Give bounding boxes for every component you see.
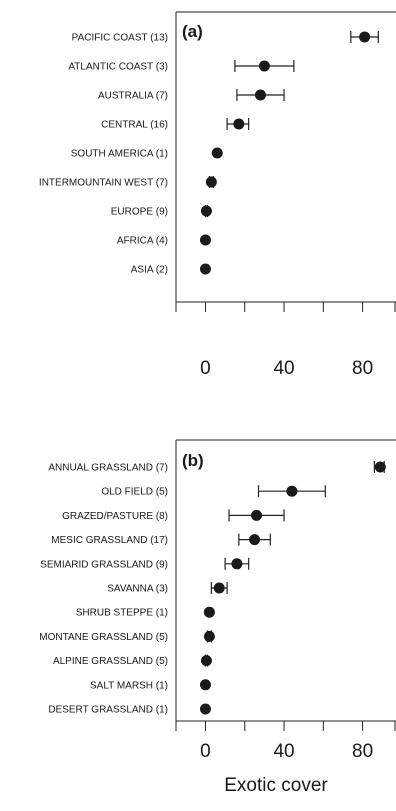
panel-a-data-point xyxy=(200,205,212,217)
panel-a-category-label: EUROPE (9) xyxy=(111,207,168,218)
panel-a-data-point xyxy=(211,147,223,159)
panel-a-category-label: AUSTRALIA (7) xyxy=(98,91,168,102)
panel-b-tick-label: 80 xyxy=(352,741,373,762)
panel-b-data-point xyxy=(251,509,263,521)
panel-a-category-label: ATLANTIC COAST (3) xyxy=(68,62,168,73)
panel-b-tick-label: 40 xyxy=(273,741,294,762)
panel-a-data-point xyxy=(199,234,211,246)
panel-b-category-label: MESIC GRASSLAND (17) xyxy=(51,535,168,546)
panel-a-category-label: PACIFIC COAST (13) xyxy=(72,33,168,44)
panel-b-data-point xyxy=(213,582,225,594)
panel-a-data-point xyxy=(233,118,245,130)
panel-b-data-point xyxy=(286,485,298,497)
panel-b-category-label: DESERT GRASSLAND (1) xyxy=(48,705,168,716)
panel-a-tick-label: 80 xyxy=(352,358,373,379)
panel-b-category-label: SALT MARSH (1) xyxy=(90,680,168,691)
panel-b-data-point xyxy=(374,461,386,473)
panel-b-category-label: SEMIARID GRASSLAND (9) xyxy=(40,559,168,570)
panel-b-data-point xyxy=(203,630,215,642)
panel-b-data-point xyxy=(200,655,212,667)
panel-b-category-label: MONTANE GRASSLAND (5) xyxy=(39,632,168,643)
panel-a-category-label: CENTRAL (16) xyxy=(101,120,168,131)
panel-b-data-point xyxy=(249,534,261,546)
panel-a-data-point xyxy=(205,176,217,188)
panel-a-category-label: INTERMOUNTAIN WEST (7) xyxy=(39,178,168,189)
panel-b-category-label: ALPINE GRASSLAND (5) xyxy=(53,656,168,667)
panel-a-data-point xyxy=(199,263,211,275)
panel-a-category-label: AFRICA (4) xyxy=(117,236,168,247)
panel-a-data-point xyxy=(258,60,270,72)
panel-b-data-point xyxy=(203,606,215,618)
panel-a-category-label: SOUTH AMERICA (1) xyxy=(71,149,168,160)
panel-a-tick-label: 40 xyxy=(273,358,294,379)
panel-a-data-point xyxy=(254,89,266,101)
panel-b-category-label: SHRUB STEPPE (1) xyxy=(76,608,168,619)
panel-b-data-point xyxy=(231,558,243,570)
panel-a-tick-label: 0 xyxy=(200,358,211,379)
panel-b-data-point xyxy=(199,679,211,691)
panel-b-category-label: OLD FIELD (5) xyxy=(101,487,168,498)
panel-b-data-point xyxy=(199,703,211,715)
panel-a-category-label: ASIA (2) xyxy=(131,265,168,276)
panel-b-category-label: ANNUAL GRASSLAND (7) xyxy=(48,463,168,474)
panel-a-data-point xyxy=(359,31,371,43)
panel-b-category-label: GRAZED/PASTURE (8) xyxy=(62,511,168,522)
x-axis-title: Exotic cover xyxy=(224,775,328,796)
panel-b-category-label: SAVANNA (3) xyxy=(107,584,168,595)
panel-a-label: (a) xyxy=(182,22,203,41)
panel-b-label: (b) xyxy=(182,451,204,470)
panel-b-tick-label: 0 xyxy=(200,741,211,762)
